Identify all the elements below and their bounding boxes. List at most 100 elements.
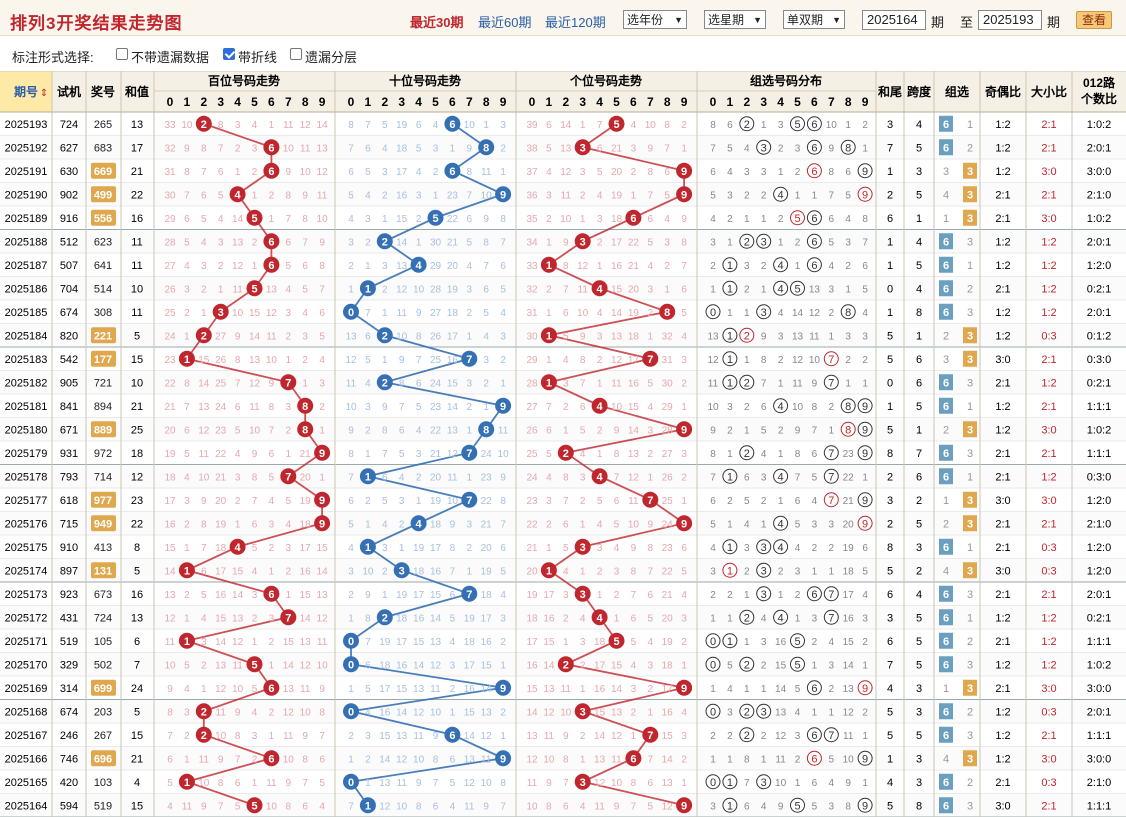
omission-number: 2: [467, 402, 473, 413]
mod-count-header: 个数比: [1080, 91, 1117, 106]
omission-number: 8: [399, 378, 405, 389]
omission-number: 2: [648, 308, 654, 319]
omission-number: 6: [167, 754, 173, 765]
span-cell: 1: [916, 330, 922, 342]
sum-cell: 21: [131, 166, 143, 178]
group-ball: [840, 139, 856, 155]
prize-cell: 721: [94, 377, 112, 389]
prize-cell: 519: [94, 800, 112, 812]
omission-number: 1: [778, 496, 784, 507]
omission-number: 9: [184, 143, 190, 154]
recent-30-link[interactable]: 最近30期: [410, 15, 464, 30]
omission-number: 22: [215, 449, 227, 460]
omission-number: 4: [744, 143, 750, 154]
omission-number: 11: [266, 331, 277, 342]
hit-ball-digit: 9: [681, 800, 687, 812]
prize-cell: 265: [94, 119, 112, 131]
weekday-select[interactable]: 选星期 ▼: [704, 10, 766, 29]
recent-120-link[interactable]: 最近120期: [545, 15, 606, 30]
group6-badge: [939, 374, 953, 391]
omission-number: 8: [648, 167, 654, 178]
omission-number: 29: [430, 261, 442, 272]
polyline-option[interactable]: 带折线: [238, 50, 278, 65]
omission-number: 14: [396, 237, 408, 248]
omission-number: 4: [546, 472, 552, 483]
omission-number: 9: [648, 519, 654, 530]
omission-number: 1: [710, 684, 716, 695]
group-ball: [722, 351, 738, 367]
hit-ball: [574, 773, 591, 790]
recent-60-link[interactable]: 最近60期: [478, 15, 532, 30]
omission-layer-checkbox-icon[interactable]: [290, 48, 302, 60]
trial-cell: 704: [60, 283, 78, 295]
group3-prize-badge: [91, 562, 116, 579]
omission-number: 29: [164, 214, 176, 225]
omission-number: 19: [300, 496, 312, 507]
group-ball-digit: 1: [727, 777, 733, 789]
omission-number: 1: [348, 684, 354, 695]
omission-number: 6: [812, 449, 818, 460]
mod-count-cell: 2:0:1: [1087, 142, 1111, 154]
omission-number: 4: [433, 120, 439, 131]
omission-number: 1: [235, 167, 241, 178]
trial-cell: 916: [60, 213, 78, 225]
group-ball-digit: 3: [761, 589, 767, 601]
issue-cell: 2025187: [5, 260, 48, 272]
big-small-cell: 1:2: [1041, 236, 1056, 248]
no-omission-checkbox-icon[interactable]: [116, 48, 128, 60]
hit-ball: [478, 139, 495, 156]
omission-number: 19: [447, 284, 459, 295]
omission-number: 3: [727, 707, 733, 718]
hit-ball-digit: 6: [630, 213, 636, 225]
omission-number: 1: [269, 660, 275, 671]
omission-number: 6: [184, 214, 190, 225]
omission-number: 2: [365, 496, 371, 507]
year-select[interactable]: 选年份 ▼: [623, 10, 687, 29]
omission-number: 4: [302, 308, 308, 319]
polyline-checkbox-icon[interactable]: [223, 48, 235, 60]
odd-even-issue-select[interactable]: 单双期 ▼: [783, 10, 845, 29]
omission-layer-option[interactable]: 遗漏分层: [305, 50, 358, 65]
omission-number: 12: [300, 120, 312, 131]
omission-number: 24: [526, 472, 538, 483]
group-ball-digit: 6: [811, 730, 817, 742]
omission-number: 6: [580, 402, 586, 413]
omission-number: 2: [319, 402, 325, 413]
omission-number: 2: [744, 402, 750, 413]
omission-number: 5: [710, 190, 716, 201]
span-cell: 6: [916, 354, 922, 366]
omission-number: 9: [319, 237, 325, 248]
digit-header: 3: [760, 95, 767, 109]
end-issue-input[interactable]: 2025193: [978, 10, 1042, 30]
omission-number: 1: [862, 472, 868, 483]
view-button[interactable]: 查看: [1076, 11, 1112, 29]
omission-number: 6: [744, 801, 750, 812]
omission-number: 8: [563, 754, 569, 765]
group3-cell: 3: [967, 377, 973, 389]
issue-cell: 2025176: [5, 518, 48, 530]
omission-number: 4: [761, 613, 767, 624]
hit-ball: [574, 233, 591, 250]
omission-number: 5: [382, 496, 388, 507]
issue-cell: 2025191: [5, 166, 48, 178]
omission-number: 7: [184, 190, 190, 201]
omission-number: 6: [862, 261, 868, 272]
group3-prize-badge: [91, 162, 116, 179]
omission-number: 15: [396, 214, 408, 225]
omission-number: 2: [580, 496, 586, 507]
group-ball-digit: 2: [744, 706, 750, 718]
omission-number: 10: [792, 402, 804, 413]
omission-number: 16: [300, 566, 312, 577]
group6-badge: [939, 397, 953, 414]
group-ball: [739, 116, 755, 132]
group3-cell: 3: [967, 166, 973, 178]
omission-number: 8: [201, 519, 207, 530]
omission-number: 25: [430, 355, 442, 366]
trial-cell: 329: [60, 659, 78, 671]
omission-number: 10: [181, 120, 193, 131]
no-omission-option[interactable]: 不带遗漏数据: [131, 50, 210, 65]
omission-number: 2: [845, 355, 851, 366]
start-issue-input[interactable]: 2025164: [862, 10, 926, 30]
sum-cell: 17: [131, 142, 143, 154]
omission-number: 23: [526, 496, 538, 507]
